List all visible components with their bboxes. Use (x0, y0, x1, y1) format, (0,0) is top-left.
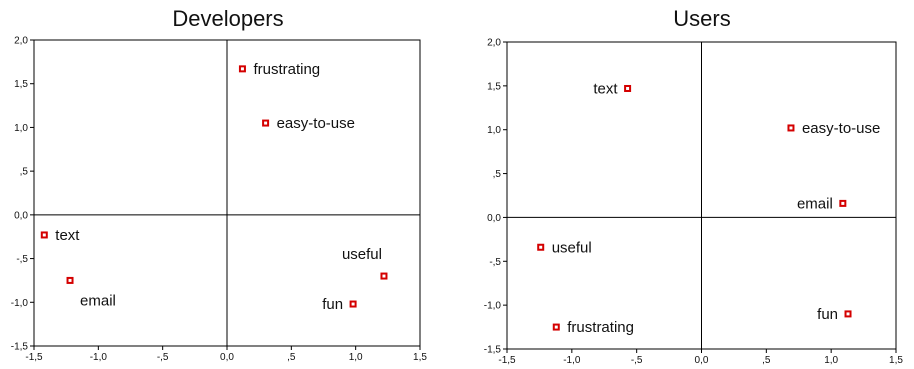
chart-title: Users (673, 6, 730, 31)
x-tick-label: -1,5 (25, 352, 43, 363)
point-label: text (55, 227, 80, 244)
x-tick-label: 1,0 (349, 352, 363, 363)
y-tick-label: -,5 (16, 254, 28, 265)
data-point-email (839, 199, 847, 207)
y-tick-label: 1,5 (14, 79, 28, 90)
x-tick-label: -,5 (631, 355, 643, 366)
point-label: easy-to-use (802, 120, 880, 137)
x-tick-label: -,5 (157, 352, 169, 363)
x-tick-label: 1,5 (413, 352, 427, 363)
x-tick-label: -1,0 (563, 355, 581, 366)
x-tick-label: 0,0 (220, 352, 234, 363)
point-label: easy-to-use (277, 115, 355, 132)
x-tick-label: 1,5 (889, 355, 903, 366)
y-tick-label: 2,0 (14, 36, 28, 47)
x-tick-label: -1,5 (498, 355, 516, 366)
data-point-easy-to-use (787, 124, 795, 132)
data-point-email (66, 276, 74, 284)
y-tick-label: -1,5 (484, 345, 502, 356)
y-tick-label: ,5 (493, 169, 502, 180)
data-point-frustrating (238, 65, 246, 73)
y-tick-label: 1,0 (487, 125, 501, 136)
data-point-text (624, 84, 632, 92)
y-tick-label: 2,0 (487, 38, 501, 49)
point-label: frustrating (567, 319, 634, 336)
point-label: email (797, 195, 833, 212)
x-tick-label: -1,0 (90, 352, 108, 363)
chart-title: Developers (172, 6, 283, 31)
data-point-fun (349, 300, 357, 308)
y-tick-label: -1,5 (11, 342, 29, 353)
y-tick-label: 0,0 (14, 210, 28, 221)
y-tick-label: -1,0 (11, 298, 29, 309)
point-label: fun (817, 306, 838, 323)
y-tick-label: -1,0 (484, 301, 502, 312)
point-label: text (593, 80, 618, 97)
point-label: fun (322, 296, 343, 313)
y-tick-label: 1,0 (14, 123, 28, 134)
x-tick-label: ,5 (287, 352, 296, 363)
y-tick-label: 0,0 (487, 213, 501, 224)
y-tick-label: -,5 (489, 257, 501, 268)
x-tick-label: 1,0 (824, 355, 838, 366)
y-tick-label: 1,5 (487, 81, 501, 92)
point-label: useful (342, 246, 382, 263)
point-label: email (80, 292, 116, 309)
data-point-useful (537, 243, 545, 251)
users-chart: Users -1,5 -1,0 -,5 0,0 ,5 1,0 1,5 -1,5 -1,0 -,5 0… (484, 6, 904, 366)
data-point-fun (844, 310, 852, 318)
data-point-easy-to-use (262, 119, 270, 127)
data-point-text (40, 231, 48, 239)
point-label: useful (552, 239, 592, 256)
y-tick-label: ,5 (20, 167, 29, 178)
data-point-frustrating (552, 323, 560, 331)
x-tick-label: 0,0 (695, 355, 709, 366)
data-point-useful (380, 272, 388, 280)
developers-chart: Developers -1,5 -1,0 -,5 0,0 ,5 1,0 1,5 -1,5 -1,… (11, 6, 428, 363)
point-label: frustrating (253, 61, 320, 78)
x-tick-label: ,5 (762, 355, 771, 366)
